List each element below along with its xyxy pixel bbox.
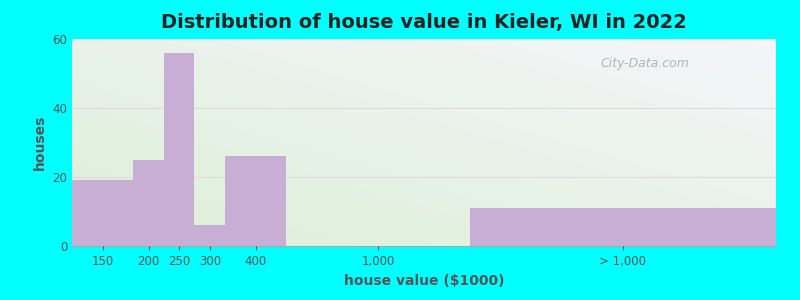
Bar [164, 53, 194, 246]
X-axis label: house value ($1000): house value ($1000) [344, 274, 504, 288]
Y-axis label: houses: houses [33, 115, 46, 170]
Bar [72, 180, 134, 246]
Title: Distribution of house value in Kieler, WI in 2022: Distribution of house value in Kieler, W… [161, 13, 687, 32]
Bar [134, 160, 164, 246]
Bar [470, 208, 776, 246]
Bar [194, 225, 225, 246]
Text: City-Data.com: City-Data.com [600, 57, 689, 70]
Bar [225, 156, 286, 246]
